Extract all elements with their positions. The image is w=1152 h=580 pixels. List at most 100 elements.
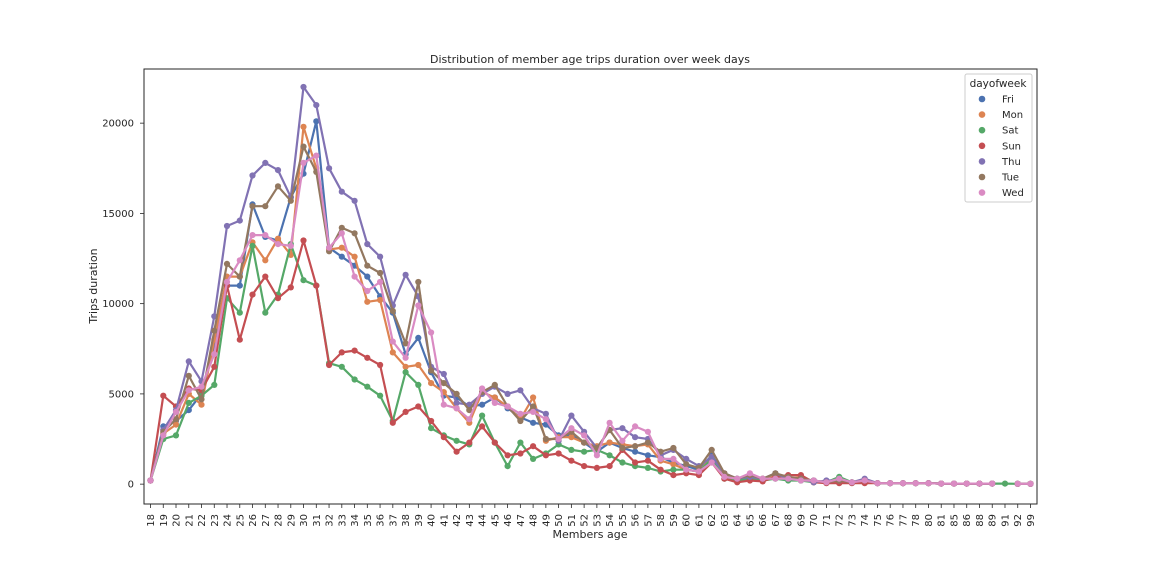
data-point: [708, 454, 715, 461]
data-point: [542, 410, 550, 417]
data-point: [530, 443, 537, 450]
x-tick-label: 41: [439, 514, 450, 527]
data-point: [262, 273, 269, 280]
data-point: [377, 361, 384, 369]
data-point: [670, 461, 677, 468]
data-point: [1001, 480, 1009, 487]
data-point: [606, 452, 613, 459]
data-point: [172, 432, 180, 439]
y-axis-ticks: 0 5000 10000 15000 20000: [102, 119, 144, 491]
data-point: [606, 439, 613, 446]
data-point: [402, 369, 409, 376]
legend-label: Mon: [1002, 110, 1023, 121]
data-point: [453, 399, 460, 406]
x-tick-label: 40: [427, 514, 438, 527]
x-tick-label: 20: [172, 514, 183, 527]
x-tick-label: 80: [924, 514, 935, 527]
x-tick-label: 36: [376, 514, 387, 527]
data-point: [644, 464, 652, 471]
data-point: [300, 83, 307, 91]
data-point: [428, 380, 435, 387]
data-point: [338, 349, 345, 356]
data-point: [632, 459, 639, 466]
chart-title: Distribution of member age trips duratio…: [430, 53, 750, 66]
legend-items: Fri Mon Sat Sun Thu Tue Wed: [978, 95, 1024, 199]
data-point: [976, 480, 983, 487]
y-tick-label: 10000: [102, 299, 134, 310]
data-point: [530, 403, 537, 410]
legend-label: Tue: [1001, 173, 1019, 184]
data-point: [249, 291, 256, 298]
data-point: [479, 423, 486, 430]
data-point: [172, 416, 180, 423]
y-tick-label: 20000: [102, 119, 134, 130]
data-point: [479, 401, 486, 408]
data-point: [300, 237, 307, 244]
data-point: [172, 408, 180, 415]
data-point: [377, 269, 384, 277]
x-tick-label: 52: [580, 514, 591, 527]
data-point: [479, 412, 486, 419]
x-tick-label: 34: [350, 514, 361, 527]
legend-marker: [978, 173, 986, 181]
data-point: [619, 459, 626, 466]
data-point: [287, 242, 294, 249]
data-point: [670, 444, 677, 452]
data-point: [274, 235, 282, 242]
x-tick-label: 78: [911, 514, 922, 527]
data-point: [262, 159, 269, 166]
data-point: [300, 159, 307, 166]
data-point: [377, 392, 384, 399]
data-point: [479, 385, 486, 392]
data-point: [861, 477, 868, 484]
data-point: [313, 282, 320, 289]
data-point: [351, 253, 358, 260]
data-point: [555, 450, 562, 457]
data-point: [377, 253, 384, 260]
legend-marker: [978, 126, 986, 134]
data-point: [440, 380, 447, 387]
data-point: [887, 480, 894, 487]
data-point: [351, 347, 358, 354]
data-point: [912, 480, 919, 487]
series-sat: [147, 241, 1034, 487]
data-point: [364, 273, 371, 280]
data-point: [249, 172, 256, 179]
x-tick-label: 32: [325, 514, 336, 527]
x-tick-label: 44: [478, 514, 489, 527]
data-point: [836, 475, 843, 482]
data-point: [338, 224, 345, 231]
data-point: [262, 257, 269, 264]
data-point: [925, 480, 932, 487]
data-point: [593, 452, 601, 459]
data-point: [874, 480, 881, 487]
data-point: [530, 419, 537, 426]
data-point: [249, 242, 256, 249]
data-point: [236, 217, 243, 224]
data-point: [568, 425, 575, 432]
data-point: [644, 457, 652, 464]
data-point: [683, 461, 690, 468]
data-point: [644, 452, 652, 459]
data-point: [211, 327, 218, 334]
data-point: [274, 241, 282, 248]
x-tick-label: 51: [567, 514, 578, 527]
data-point: [415, 403, 422, 410]
x-tick-label: 39: [414, 514, 425, 527]
data-point: [848, 479, 856, 486]
x-tick-label: 85: [949, 514, 960, 527]
data-point: [364, 383, 371, 390]
data-point: [274, 295, 282, 302]
data-point: [223, 278, 231, 286]
x-tick-label: 33: [337, 514, 348, 527]
data-point: [415, 381, 422, 388]
data-point: [326, 361, 333, 369]
x-tick-label: 38: [401, 514, 412, 527]
data-point: [491, 439, 498, 446]
data-point: [262, 232, 269, 239]
x-tick-label: 71: [822, 514, 833, 527]
data-point: [185, 399, 192, 406]
x-tick-label: 75: [873, 514, 884, 527]
data-point: [440, 370, 447, 378]
